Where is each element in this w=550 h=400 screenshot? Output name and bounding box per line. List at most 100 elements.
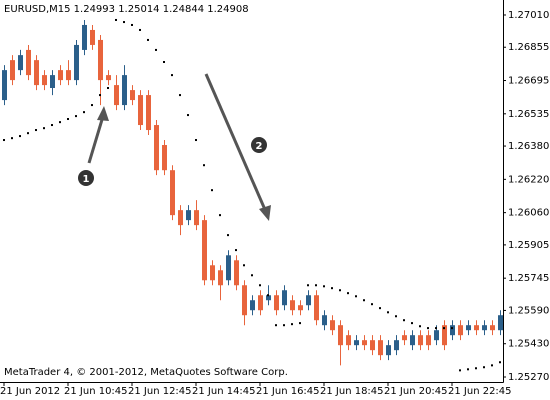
candle-body — [146, 95, 151, 131]
candle-body — [410, 335, 415, 346]
sar-dot — [307, 284, 309, 287]
candle-body — [282, 290, 287, 306]
sar-dot — [363, 299, 365, 302]
candle-body — [450, 325, 455, 336]
candle-body — [34, 60, 39, 86]
sar-dot — [131, 23, 133, 26]
candle-body — [202, 220, 207, 281]
sar-dot — [243, 264, 245, 267]
sar-dot — [91, 104, 93, 107]
y-tick-label: 1.26380 — [508, 141, 549, 152]
footer: MetaTrader 4, © 2001-2012, MetaQuotes So… — [4, 367, 288, 378]
sar-dot — [123, 21, 125, 24]
y-tick-label: 1.25590 — [508, 305, 549, 316]
sar-dot — [99, 94, 101, 97]
sar-dot — [483, 366, 485, 369]
arrow — [204, 73, 268, 213]
candle-body — [122, 75, 127, 106]
y-tick-label: 1.25270 — [508, 372, 549, 383]
annotation-badge — [78, 170, 94, 186]
sar-dot — [107, 87, 109, 90]
sar-dot — [371, 303, 373, 306]
candle-body — [378, 340, 383, 356]
candle-body — [402, 335, 407, 341]
candle-body — [130, 90, 135, 101]
candle-body — [442, 325, 447, 346]
candle-body — [386, 345, 391, 356]
candle-body — [418, 335, 423, 346]
annotation-badge — [251, 137, 267, 153]
candle-body — [18, 55, 23, 71]
sar-dot — [419, 325, 421, 328]
candle-body — [314, 295, 319, 321]
y-tick-label: 1.25745 — [508, 273, 549, 284]
candle-body — [98, 39, 103, 81]
candle-body — [434, 330, 439, 341]
candle-body — [66, 70, 71, 81]
sar-dot — [139, 28, 141, 31]
sar-dot — [171, 74, 173, 77]
candle-body — [50, 75, 55, 89]
x-tick-label: 21 Jun 14:45 — [192, 386, 256, 397]
sar-dot — [83, 111, 85, 114]
candle-body — [274, 295, 279, 311]
sar-dot — [379, 307, 381, 310]
sar-dot — [339, 289, 341, 292]
sar-dot — [355, 295, 357, 298]
sar-dot — [347, 292, 349, 295]
y-tick-label: 1.26535 — [508, 109, 549, 120]
arrow — [87, 112, 106, 164]
candle-body — [498, 315, 503, 331]
candle-body — [266, 295, 271, 301]
candle-body — [186, 210, 191, 221]
candle-body — [394, 340, 399, 351]
sar-dot — [387, 311, 389, 314]
sar-dot — [51, 124, 53, 127]
candle-body — [242, 285, 247, 316]
sar-dot — [75, 115, 77, 118]
sar-dot — [203, 164, 205, 167]
sar-dot — [115, 18, 117, 21]
candle-body — [178, 210, 183, 226]
candle-body — [474, 325, 479, 331]
candle-body — [162, 145, 167, 171]
candle-body — [170, 170, 175, 216]
sar-dot — [43, 127, 45, 130]
sar-dot — [3, 139, 5, 142]
candle-body — [74, 44, 79, 81]
sar-dot — [235, 249, 237, 252]
sar-dot — [395, 315, 397, 318]
arrow-head — [259, 205, 271, 221]
sar-dot — [267, 294, 269, 297]
x-tick-label: 21 Jun 2012 — [0, 386, 60, 397]
sar-dot — [179, 94, 181, 97]
sar-dot — [459, 369, 461, 372]
sar-dot — [147, 38, 149, 41]
candle-body — [370, 340, 375, 351]
sar-dot — [27, 132, 29, 135]
sar-dot — [155, 48, 157, 51]
candle-body — [218, 270, 223, 286]
candle-body — [42, 75, 47, 86]
sar-dot — [427, 327, 429, 330]
sar-dot — [323, 285, 325, 288]
candle-body — [250, 300, 255, 311]
y-tick-label: 1.26855 — [508, 42, 549, 53]
x-tick-label: 21 Jun 10:45 — [64, 386, 128, 397]
candle-body — [114, 85, 119, 106]
candle-body — [298, 305, 303, 311]
candle-body — [322, 315, 327, 326]
candle-body — [306, 295, 311, 306]
y-tick-label: 1.26220 — [508, 174, 549, 185]
candle-body — [346, 335, 351, 346]
candle-body — [466, 325, 471, 331]
sar-dot — [35, 129, 37, 132]
candle-body — [90, 29, 95, 45]
candle-body — [482, 325, 487, 331]
sar-dot — [331, 287, 333, 290]
y-tick-label: 1.27010 — [508, 10, 549, 21]
sar-dot — [187, 114, 189, 117]
sar-dot — [299, 322, 301, 325]
x-tick-label: 21 Jun 20:45 — [384, 386, 448, 397]
annotation: 2 — [256, 141, 263, 152]
